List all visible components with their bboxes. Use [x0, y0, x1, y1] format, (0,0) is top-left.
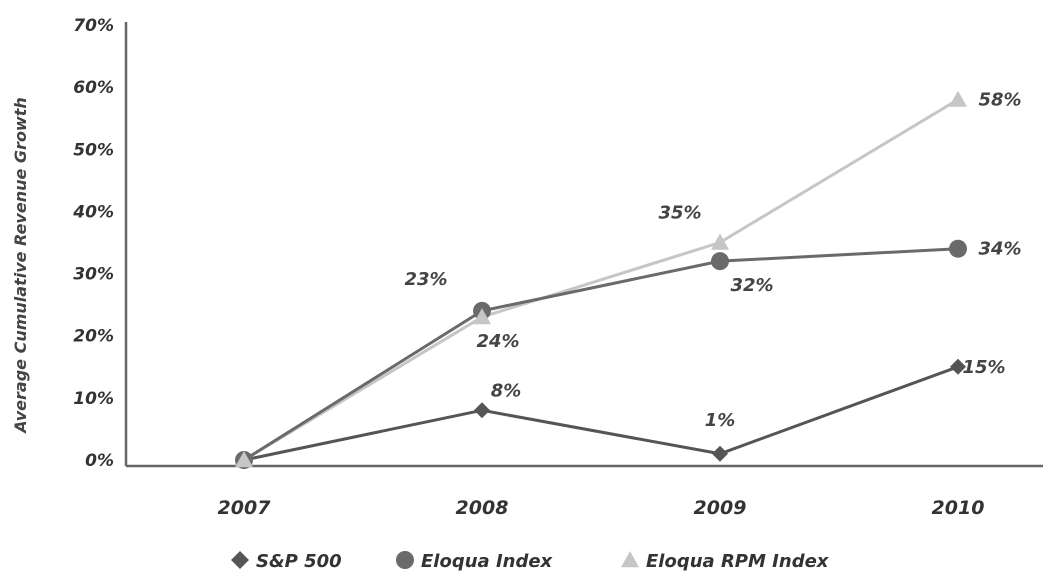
y-tick-label: 10% — [73, 389, 114, 409]
data-label: 8% — [491, 380, 522, 401]
series-line — [243, 247, 959, 462]
legend-label: Eloqua Index — [421, 551, 554, 572]
data-point — [949, 90, 967, 107]
x-tick-label: 2008 — [456, 497, 509, 519]
data-point — [949, 239, 967, 258]
data-point — [712, 445, 728, 462]
data-label: 35% — [658, 203, 701, 224]
y-tick-label: 70% — [73, 16, 114, 36]
y-axis-ticks: 0% 10% 20% 30% 40% 50% 60% 70% — [72, 16, 114, 471]
data-label: 58% — [978, 90, 1021, 111]
data-label: 34% — [978, 239, 1021, 260]
data-point — [474, 402, 490, 419]
y-tick-label: 60% — [73, 78, 114, 98]
legend-label: Eloqua RPM Index — [646, 551, 830, 572]
data-label: 15% — [962, 357, 1005, 378]
data-label: 23% — [404, 269, 447, 290]
y-tick-label: 50% — [73, 140, 114, 160]
y-tick-label: 0% — [85, 451, 114, 471]
data-label: 32% — [730, 275, 773, 296]
legend-label: S&P 500 — [256, 551, 342, 572]
legend-marker — [231, 551, 249, 569]
x-tick-label: 2009 — [694, 497, 747, 519]
x-tick-label: 2007 — [218, 497, 272, 519]
data-point — [950, 358, 966, 375]
legend: S&P 500 Eloqua Index Eloqua RPM Index — [231, 551, 830, 572]
series-lines — [243, 98, 959, 462]
x-tick-label: 2010 — [932, 497, 985, 519]
data-point — [711, 252, 729, 271]
series-line — [243, 98, 959, 462]
series-line — [243, 365, 959, 462]
x-axis-ticks: 2007 2008 2009 2010 — [218, 497, 985, 519]
y-axis-label: Average Cumulative Revenue Growth — [11, 97, 30, 435]
y-tick-label: 20% — [73, 327, 114, 347]
data-label: 24% — [476, 331, 519, 352]
data-point — [473, 308, 491, 325]
data-labels: 8% 1% 15% 23% 32% 34% 24% 35% 58% — [404, 90, 1021, 431]
data-label: 1% — [705, 410, 736, 431]
y-tick-label: 30% — [73, 265, 114, 285]
y-tick-label: 40% — [72, 202, 114, 222]
data-point — [235, 451, 253, 468]
legend-marker — [621, 551, 639, 568]
series-markers — [235, 90, 967, 469]
data-point — [711, 233, 729, 250]
legend-marker — [396, 551, 414, 569]
